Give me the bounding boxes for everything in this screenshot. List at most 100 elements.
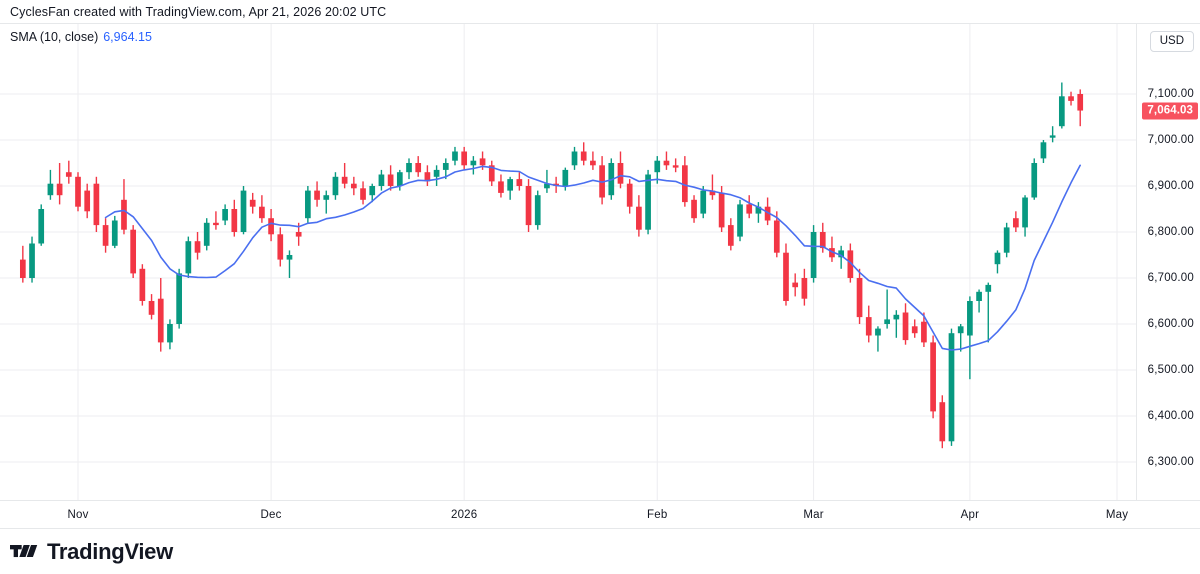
candle-body (957, 326, 964, 334)
candle-body (764, 206, 771, 221)
candle-body (1049, 135, 1056, 138)
price-axis-tick: 6,300.00 (1147, 456, 1194, 468)
candle-body (590, 160, 596, 166)
candle-body (433, 169, 440, 177)
attribution-text: CyclesFan created with TradingView.com, … (0, 0, 1200, 24)
time-axis-tick: Dec (260, 509, 282, 521)
candle-body (29, 243, 35, 278)
candle-body (856, 278, 863, 318)
candle-body (259, 206, 265, 219)
candle-body (755, 206, 762, 214)
candle-body (378, 174, 385, 186)
candle-body (580, 151, 587, 161)
chart-pane[interactable]: SMA (10, close) 6,964.15 (0, 24, 1136, 500)
time-axis-tick: Feb (647, 509, 668, 521)
candle-body (939, 402, 946, 442)
candle-body (240, 190, 247, 232)
candle-body (295, 232, 302, 237)
candle-body (902, 312, 909, 341)
candlestick-series (19, 82, 1084, 449)
candle-body (746, 204, 753, 214)
price-axis-tick: 6,900.00 (1147, 180, 1194, 192)
candle-body (911, 326, 918, 334)
candle-body (810, 232, 817, 278)
candle-body (65, 172, 72, 177)
candle-body (1022, 197, 1028, 228)
candle-body (921, 321, 927, 343)
candle-body (654, 160, 661, 173)
candle-body (369, 186, 376, 196)
candle-body (130, 229, 137, 274)
candle-body (930, 342, 936, 412)
candle-body (185, 241, 192, 274)
sma-line (104, 164, 1081, 351)
chart-frame: SMA (10, close) 6,964.15 USD 7,100.00 7,00… (0, 24, 1200, 500)
price-axis-tick: 6,800.00 (1147, 226, 1194, 238)
candle-body (47, 183, 54, 196)
time-axis-tick: 2026 (450, 509, 478, 521)
candle-body (121, 199, 127, 230)
currency-chip[interactable]: USD (1149, 31, 1194, 52)
candle-body (1003, 227, 1010, 253)
candle-body (645, 174, 651, 230)
candle-body (1068, 96, 1074, 101)
time-axis-tick: Nov (67, 509, 89, 521)
candle-body (452, 151, 458, 161)
price-axis[interactable]: USD 7,100.00 7,000.00 6,900.00 6,800.00 6,70… (1136, 24, 1200, 500)
candle-body (534, 195, 541, 226)
candle-body (406, 163, 412, 173)
candle-body (498, 181, 504, 193)
candle-body (985, 284, 992, 292)
candle-body (93, 183, 100, 226)
price-axis-tick: 7,000.00 (1147, 134, 1194, 146)
candle-body (424, 172, 431, 182)
candle-body (75, 176, 81, 207)
candle-body (341, 176, 348, 184)
price-axis-tick: 6,500.00 (1147, 364, 1194, 376)
candle-body (268, 218, 274, 235)
candle-body (231, 209, 238, 232)
candle-body (396, 172, 403, 186)
candle-body (626, 183, 633, 207)
candle-body (875, 328, 881, 336)
candle-body (617, 163, 624, 184)
candle-body (727, 225, 734, 246)
candle-body (84, 190, 91, 212)
candle-body (967, 301, 973, 336)
candle-body (948, 333, 955, 442)
candle-body (819, 232, 826, 249)
candle-body (479, 158, 486, 166)
candle-body (976, 291, 982, 301)
footer: TradingView (0, 528, 1200, 574)
candle-body (203, 222, 210, 246)
candle-body (167, 324, 173, 343)
candle-body (1058, 96, 1065, 127)
candle-body (718, 192, 725, 228)
candle-body (709, 190, 716, 196)
candle-body (102, 225, 109, 246)
candle-body (415, 163, 422, 173)
candle-body (249, 199, 256, 207)
tradingview-logo: TradingView (10, 539, 173, 565)
candle-body (194, 241, 201, 253)
candle-body (176, 273, 182, 324)
time-axis-tick: Mar (803, 509, 824, 521)
candle-body (470, 160, 477, 166)
candle-body (893, 314, 900, 320)
candle-body (994, 252, 1001, 265)
candle-body (544, 183, 550, 189)
candle-body (636, 206, 642, 230)
candle-body (360, 188, 366, 200)
candle-body (801, 278, 808, 299)
time-axis[interactable]: Nov Dec 2026 Feb Mar Apr May (0, 500, 1200, 528)
candle-body (792, 282, 799, 288)
last-price-badge: 7,064.03 (1142, 102, 1198, 120)
tradingview-logo-icon (10, 544, 38, 557)
price-plot[interactable] (0, 24, 1136, 500)
candle-body (19, 259, 26, 278)
candle-body (672, 165, 679, 168)
candle-body (1077, 94, 1084, 111)
candle-body (148, 301, 155, 315)
candle-body (516, 179, 523, 186)
